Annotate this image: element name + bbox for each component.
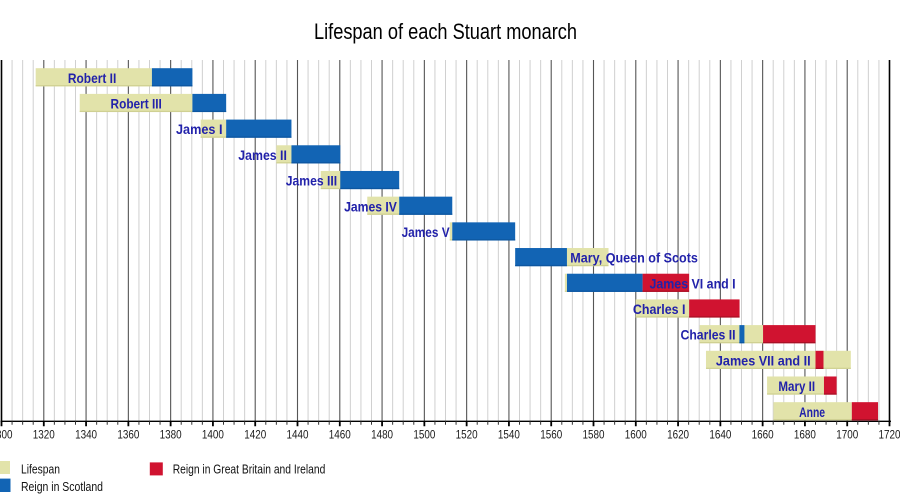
svg-text:1540: 1540 <box>498 428 520 442</box>
svg-text:1480: 1480 <box>371 428 393 442</box>
svg-text:Mary II: Mary II <box>778 378 815 394</box>
svg-text:Reign in Great Britain and Ire: Reign in Great Britain and Ireland <box>173 462 326 476</box>
svg-text:1460: 1460 <box>329 428 351 442</box>
svg-text:1300: 1300 <box>0 428 13 442</box>
svg-text:1580: 1580 <box>583 428 605 442</box>
svg-text:1700: 1700 <box>836 428 858 442</box>
svg-text:James IV: James IV <box>344 198 397 214</box>
svg-text:Lifespan: Lifespan <box>21 462 60 476</box>
svg-text:1400: 1400 <box>202 428 224 442</box>
svg-text:Charles I: Charles I <box>633 301 686 317</box>
svg-text:1420: 1420 <box>244 428 266 442</box>
svg-text:1340: 1340 <box>75 428 97 442</box>
svg-text:1660: 1660 <box>752 428 774 442</box>
svg-text:1600: 1600 <box>625 428 647 442</box>
svg-text:1720: 1720 <box>879 428 900 442</box>
svg-text:1520: 1520 <box>456 428 478 442</box>
svg-text:1500: 1500 <box>413 428 435 442</box>
svg-text:Robert III: Robert III <box>111 95 162 111</box>
svg-text:1560: 1560 <box>540 428 562 442</box>
svg-text:1380: 1380 <box>160 428 182 442</box>
svg-text:1360: 1360 <box>117 428 139 442</box>
svg-text:James III: James III <box>286 173 337 189</box>
svg-text:1320: 1320 <box>33 428 55 442</box>
svg-text:1680: 1680 <box>794 428 816 442</box>
svg-text:James I: James I <box>176 121 223 137</box>
svg-text:Reign in Scotland: Reign in Scotland <box>21 480 103 494</box>
svg-text:James V: James V <box>402 224 451 240</box>
svg-text:1640: 1640 <box>709 428 731 442</box>
svg-text:Lifespan of each Stuart monarc: Lifespan of each Stuart monarch <box>314 19 577 44</box>
svg-text:James VII and II: James VII and II <box>716 352 811 368</box>
svg-text:Mary, Queen of Scots: Mary, Queen of Scots <box>570 250 698 266</box>
svg-text:1620: 1620 <box>667 428 689 442</box>
svg-text:Robert II: Robert II <box>68 70 116 86</box>
svg-text:Anne: Anne <box>799 404 825 420</box>
svg-text:1440: 1440 <box>287 428 309 442</box>
svg-text:Charles II: Charles II <box>681 327 736 343</box>
svg-text:James VI and I: James VI and I <box>650 275 736 291</box>
svg-text:James II: James II <box>238 147 287 163</box>
